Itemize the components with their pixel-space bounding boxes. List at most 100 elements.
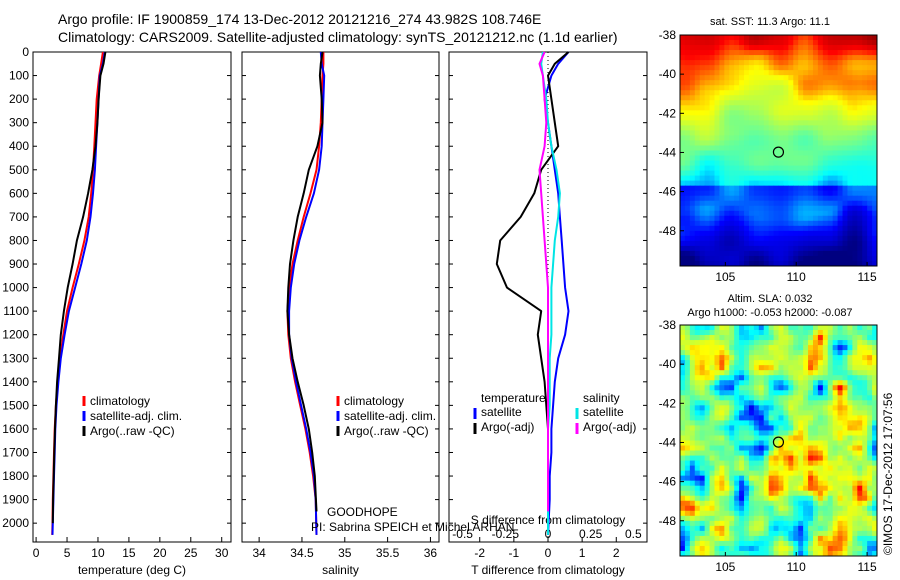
sst-map-cell xyxy=(748,70,755,76)
sst-map-cell xyxy=(783,100,789,106)
sla-map-cell xyxy=(867,485,873,492)
sla-map-cell xyxy=(842,410,849,416)
sla-map-cell xyxy=(714,515,720,522)
sla-map-cell xyxy=(852,460,858,467)
sla-map-cell xyxy=(857,370,863,376)
sst-map-cell xyxy=(803,160,809,167)
sla-map-cell xyxy=(808,390,814,396)
sst-map-cell xyxy=(739,200,745,207)
sst-map-cell xyxy=(822,135,829,142)
sst-map-cell xyxy=(753,100,760,106)
sst-map-cell xyxy=(709,55,716,61)
sla-map-cell xyxy=(803,445,809,452)
sla-map-cell xyxy=(680,455,686,462)
header-line-1: Argo profile: IF 1900859_174 13-Dec-2012… xyxy=(58,11,541,27)
sla-map-cell xyxy=(847,435,853,442)
sst-map-cell xyxy=(773,260,780,266)
sst-map-cell xyxy=(857,125,863,132)
sla-map-y-tick-label: -46 xyxy=(659,475,677,489)
sla-map-cell xyxy=(744,430,750,437)
sla-map-cell xyxy=(842,450,849,457)
sla-map-cell xyxy=(872,345,877,351)
sst-map-cell xyxy=(724,155,730,162)
sla-map-cell xyxy=(867,475,873,482)
sst-map-cell xyxy=(758,90,765,96)
sst-map-cell xyxy=(763,220,770,227)
sla-map-cell xyxy=(694,550,701,556)
sst-map-cell xyxy=(847,35,853,41)
sla-map-cell xyxy=(724,330,730,336)
sla-map-cell xyxy=(832,405,839,411)
sst-map-cell xyxy=(694,210,701,217)
sla-map-cell xyxy=(744,455,750,462)
difference-x-tick-label: -1 xyxy=(509,546,520,560)
sst-map-cell xyxy=(778,140,785,147)
sla-map-cell xyxy=(773,380,780,386)
sst-map-cell xyxy=(758,135,765,142)
sla-map-cell xyxy=(788,540,794,547)
sst-map-cell xyxy=(822,40,829,46)
sst-map-cell xyxy=(709,115,716,121)
sst-map-cell xyxy=(704,40,711,46)
sst-map-cell xyxy=(680,200,686,207)
sst-map-cell xyxy=(680,155,686,162)
sla-map-cell xyxy=(724,495,730,502)
sla-map-cell xyxy=(699,405,706,411)
sla-map-cell xyxy=(734,390,740,396)
sla-map-cell xyxy=(808,505,814,512)
sst-map-cell xyxy=(808,115,814,121)
sst-map-cell xyxy=(798,210,804,217)
sst-map-cell xyxy=(778,70,785,76)
sla-map-cell xyxy=(689,530,696,537)
sla-map-cell xyxy=(744,410,750,416)
sst-map-cell xyxy=(793,200,799,207)
sla-map-cell xyxy=(817,355,824,361)
sst-map-cell xyxy=(739,195,745,202)
sst-map-cell xyxy=(803,75,809,81)
sst-map-cell xyxy=(837,125,844,132)
sla-map-cell xyxy=(793,480,799,487)
sst-map-cell xyxy=(680,80,686,86)
sla-map-cell xyxy=(808,350,814,356)
sst-map-cell xyxy=(773,95,780,101)
sst-map-cell xyxy=(768,130,775,137)
sla-map-cells xyxy=(680,325,877,556)
sla-map-cell xyxy=(842,340,849,346)
sst-map-cell xyxy=(694,220,701,227)
sst-map-cell xyxy=(719,85,725,91)
sla-map-cell xyxy=(744,350,750,356)
sla-map-cell xyxy=(798,335,804,341)
sla-map-cell xyxy=(744,390,750,396)
sla-map-cell xyxy=(798,390,804,396)
sla-map-cell xyxy=(724,515,730,522)
sst-map-cell xyxy=(808,165,814,172)
sla-map-cell xyxy=(812,460,819,467)
sst-map-cell xyxy=(684,60,691,66)
sst-map-cell xyxy=(763,35,770,41)
sst-map-cell xyxy=(837,105,844,111)
sla-map-cell xyxy=(680,490,686,497)
sla-map-cell xyxy=(714,360,720,366)
sla-map-cell xyxy=(684,440,691,447)
sst-map-cell xyxy=(793,185,799,192)
sla-map-cell xyxy=(680,330,686,336)
sst-map-cell xyxy=(817,245,824,252)
sst-map-cell xyxy=(847,260,853,266)
sla-map-cell xyxy=(729,465,735,472)
sla-map-cell xyxy=(872,450,877,457)
sst-map-cell xyxy=(699,240,706,247)
sst-map-cell xyxy=(734,40,740,46)
sst-map-cell xyxy=(817,165,824,172)
sla-map-cell xyxy=(788,535,794,542)
sst-map-cell xyxy=(724,255,730,262)
sla-map-cell xyxy=(773,485,780,492)
sst-map-cell xyxy=(719,45,725,51)
sla-map-cell xyxy=(714,385,720,391)
sst-map-cell xyxy=(817,180,824,187)
sla-map-cell xyxy=(714,490,720,497)
sst-map-cell xyxy=(680,180,686,187)
sst-map-cell xyxy=(862,125,868,132)
sst-map-cell xyxy=(827,150,834,157)
sla-map-cell xyxy=(709,395,716,401)
sst-map-cell xyxy=(763,145,770,152)
